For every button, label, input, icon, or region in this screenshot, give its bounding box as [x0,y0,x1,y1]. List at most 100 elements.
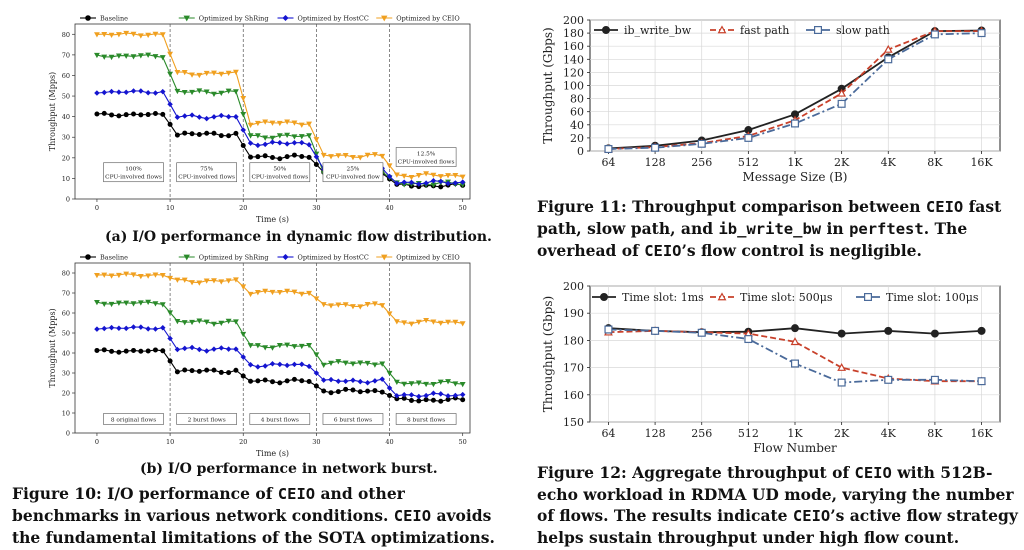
series-optimized-by-hostcc-point [218,345,225,351]
series-baseline-point [328,390,334,396]
series-baseline-point [387,393,393,399]
y-tick-label: 60 [62,72,70,80]
legend-fast-path-marker [717,25,727,34]
series-optimized-by-hostcc-point [101,89,108,96]
series-optimized-by-hostcc-point [401,179,407,185]
x-tick-label: 128 [645,156,666,169]
series-baseline-point [211,130,217,136]
series-baseline-point [335,389,341,395]
series-optimized-by-ceio-point [452,319,459,325]
x-axis-label: Message Size (B) [743,170,848,184]
series-baseline-point [123,348,129,354]
series-optimized-by-shring-point [357,360,364,366]
phase-label-text: CPU-involved flows [398,160,455,166]
series-slow-path-point [837,99,846,108]
x-tick-label: 4K [881,427,897,440]
series-time-slot-100-s-point [744,335,753,344]
series-optimized-by-hostcc-point [189,112,195,118]
y-tick-label: 120 [563,66,584,79]
series-optimized-by-shring-point [276,133,283,139]
series-baseline-point [357,389,363,395]
x-tick-label: 40 [385,204,393,212]
series-time-slot-100-s-point [697,328,706,337]
series-optimized-by-hostcc-point [255,142,261,149]
series-optimized-by-hostcc-point [408,392,415,398]
series-optimized-by-ceio-point [437,174,444,180]
phase-label-text: 50% [273,167,286,173]
series-optimized-by-shring-point [233,319,239,325]
series-optimized-by-ceio-point [108,32,115,39]
phase-label-box [103,413,164,425]
series-optimized-by-shring-point [101,54,108,60]
y-tick-label: 20 [570,132,584,145]
series-optimized-by-shring-point [254,133,261,139]
legend-time-slot-100-s-label: Time slot: 100μs [886,291,979,304]
series-optimized-by-hostcc-point [174,114,181,120]
series-baseline-point [211,367,217,373]
series-optimized-by-hostcc-point [277,361,283,368]
series-optimized-by-hostcc-point [247,362,254,368]
series-baseline-point [167,121,173,127]
phase-label-text: 2 burst flows [188,418,226,424]
series-optimized-by-shring-point [211,91,217,98]
series-time-slot-100-s-point [837,378,846,387]
series-optimized-by-hostcc-point [240,354,246,360]
y-tick-label: 140 [563,53,584,66]
series-baseline-point [460,397,466,403]
series-optimized-by-ceio-point [437,320,444,327]
series-optimized-by-shring-point [225,318,232,325]
series-optimized-by-ceio-point [357,304,364,310]
phase-label-box [103,162,164,183]
series-baseline-point [145,112,151,118]
x-tick-label: 8K [927,156,943,169]
series-optimized-by-hostcc-point [116,325,122,331]
series-baseline-point [131,347,137,353]
phase-label-text: 6 burst flows [334,418,372,424]
series-optimized-by-ceio-point [94,272,100,279]
series-optimized-by-shring-point [284,132,291,139]
series-optimized-by-shring-point [130,301,137,307]
y-tick-label: 160 [563,40,584,53]
series-baseline-point [145,348,151,354]
phase-label-text: 75% [200,167,213,173]
series-time-slot-100-s-point [651,326,660,335]
series-optimized-by-hostcc-point [291,140,298,146]
series-optimized-by-ceio-point [371,301,378,307]
phase-label-text: CPU-involved flows [178,175,235,181]
y-axis-label: Throughput (Gbps) [541,27,555,143]
series-optimized-by-shring-point [233,89,239,95]
x-tick-label: 40 [385,438,393,446]
series-optimized-by-shring-point [306,133,312,139]
series-optimized-by-shring-point [401,381,408,387]
legend-time-slot-1ms-label: Time slot: 1ms [622,291,704,304]
series-optimized-by-ceio-point [247,291,254,298]
series-optimized-by-hostcc-point [152,90,159,96]
series-optimized-by-shring-point [218,320,225,327]
series-baseline-point [123,112,129,118]
series-slow-path-point [744,133,753,142]
series-slow-path-point [697,139,706,148]
series-baseline-point [226,370,232,376]
series-optimized-by-hostcc-point [313,370,320,376]
series-baseline-point [284,378,290,384]
series-baseline-point [270,155,276,161]
series-baseline-point [167,358,173,364]
x-tick-label: 30 [312,438,320,446]
series-baseline-point [160,111,166,117]
series-optimized-by-ceio-point [423,317,430,324]
series-optimized-by-hostcc-point [350,377,356,383]
series-optimized-by-hostcc-point [379,376,385,382]
series-optimized-by-shring-point [247,133,254,139]
series-optimized-by-hostcc-point [181,345,188,352]
legend-slow-path-marker [813,26,822,35]
series-optimized-by-ceio-point [445,173,451,179]
series-optimized-by-ceio-point [218,71,225,78]
series-optimized-by-hostcc-point [233,113,239,120]
series-slow-path-point [930,30,939,39]
series-baseline-point [138,348,144,354]
y-tick-label: 40 [570,119,584,132]
series-baseline-point [94,347,100,353]
series-optimized-by-ceio-point [430,172,437,179]
series-optimized-by-ceio-point [379,153,386,160]
